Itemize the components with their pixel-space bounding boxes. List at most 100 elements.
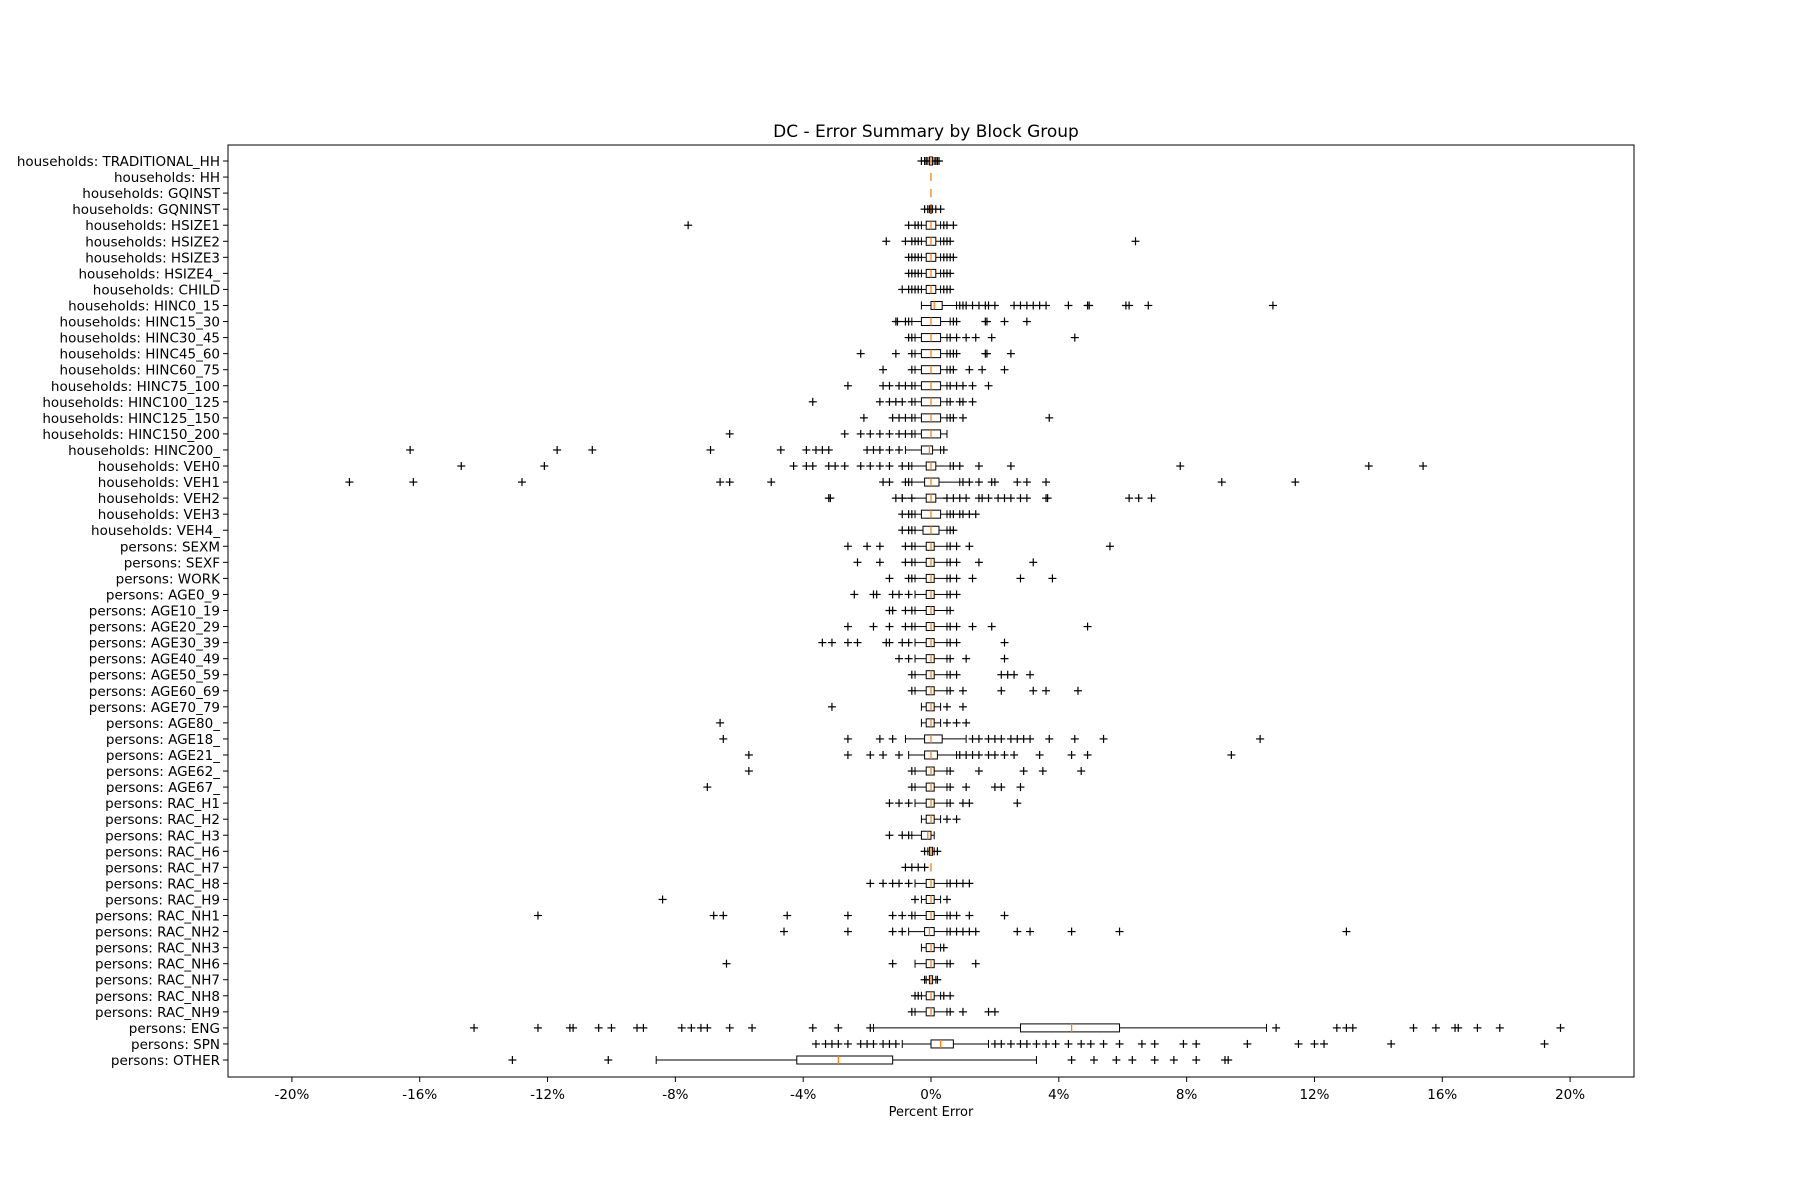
box-44 [901, 863, 932, 872]
flier-point [946, 237, 955, 246]
flier-point [949, 526, 958, 535]
flier-point [1342, 927, 1351, 936]
flier-point [1556, 1023, 1565, 1032]
iqr-box [925, 702, 935, 712]
flier-point [1192, 1056, 1201, 1064]
flier-point [808, 1023, 817, 1032]
flier-point [904, 654, 913, 663]
flier-point [1243, 1039, 1252, 1048]
flier-point [952, 558, 961, 567]
box-13 [879, 365, 1009, 375]
y-tick-label: households: VEH2 [98, 491, 220, 507]
flier-point [1227, 750, 1236, 759]
y-tick-label: persons: RAC_NH1 [95, 909, 220, 925]
y-tick-label: households: HSIZE2 [85, 234, 220, 250]
flier-point [946, 285, 955, 294]
flier-point [345, 478, 354, 487]
y-tick-label: households: GQNINST [72, 202, 221, 218]
flier-point [962, 654, 971, 663]
flier-point [914, 221, 923, 230]
flier-point [840, 429, 849, 438]
flier-point [1038, 767, 1047, 776]
flier-point [1029, 686, 1038, 695]
flier-point [965, 911, 974, 920]
iqr-box [925, 959, 935, 969]
flier-point [716, 478, 725, 487]
y-tick-label: persons: AGE80_ [106, 716, 220, 732]
x-tick-label: 12% [1299, 1087, 1329, 1103]
box-16 [859, 413, 1054, 423]
flier-point [907, 510, 916, 519]
flier-point [517, 478, 526, 487]
box-3 [920, 204, 945, 214]
flier-point [990, 478, 999, 487]
flier-point [942, 815, 951, 824]
box-8 [898, 284, 955, 294]
flier-point [907, 413, 916, 422]
flier-point [1048, 574, 1057, 583]
flier-point [1495, 1023, 1504, 1032]
flier-point [965, 365, 974, 374]
flier-point [907, 1007, 916, 1016]
flier-point [722, 959, 731, 968]
flier-point [946, 686, 955, 695]
y-tick-label: households: HINC100_125 [42, 395, 220, 411]
flier-point [808, 462, 817, 471]
flier-point [895, 654, 904, 663]
flier-point [1000, 654, 1009, 663]
flier-point [958, 397, 967, 406]
flier-point [933, 975, 942, 984]
y-tick-label: households: VEH0 [98, 459, 220, 475]
y-tick-label: persons: RAC_H2 [105, 812, 220, 828]
flier-point [1272, 1023, 1281, 1032]
y-tick-label: persons: AGE50_59 [89, 668, 220, 684]
flier-point [888, 606, 897, 615]
flier-point [875, 734, 884, 743]
flier-point [824, 445, 833, 454]
flier-point [831, 462, 840, 471]
flier-point [952, 815, 961, 824]
flier-point [716, 718, 725, 727]
iqr-box [925, 573, 935, 583]
y-tick-label: persons: RAC_NH6 [95, 957, 220, 973]
flier-point [1022, 478, 1031, 487]
flier-point [1045, 413, 1054, 422]
flier-point [818, 638, 827, 647]
flier-point [885, 429, 894, 438]
flier-point [946, 991, 955, 1000]
flier-point [1022, 317, 1031, 326]
box-53 [907, 1007, 999, 1017]
flier-point [834, 1039, 843, 1048]
x-tick-label: -8% [662, 1087, 688, 1103]
iqr-box [925, 814, 935, 824]
flier-point [1083, 750, 1092, 759]
box-45 [866, 878, 974, 888]
box-7 [904, 268, 955, 278]
iqr-box [925, 894, 935, 904]
flier-point [843, 381, 852, 390]
flier-point [1067, 750, 1076, 759]
flier-point [843, 750, 852, 759]
flier-point [911, 895, 920, 904]
flier-point [834, 1023, 843, 1032]
flier-point [470, 1023, 479, 1032]
iqr-box [925, 991, 935, 1001]
flier-point [898, 397, 907, 406]
flier-point [1364, 462, 1373, 471]
flier-point [863, 542, 872, 551]
flier-point [904, 590, 913, 599]
flier-point [952, 349, 961, 358]
y-tick-label: households: HSIZE4_ [78, 266, 220, 282]
box-22 [898, 509, 980, 519]
y-tick-label: households: HINC0_15 [68, 298, 220, 314]
box-37 [744, 750, 1236, 760]
iqr-box [1019, 1023, 1121, 1033]
flier-point [1192, 1039, 1201, 1048]
flier-point [1000, 317, 1009, 326]
iqr-box [925, 911, 935, 921]
flier-point [709, 911, 718, 920]
boxes-layer [345, 156, 1565, 1065]
flier-point [885, 381, 894, 390]
box-46 [658, 894, 951, 904]
flier-point [409, 478, 418, 487]
